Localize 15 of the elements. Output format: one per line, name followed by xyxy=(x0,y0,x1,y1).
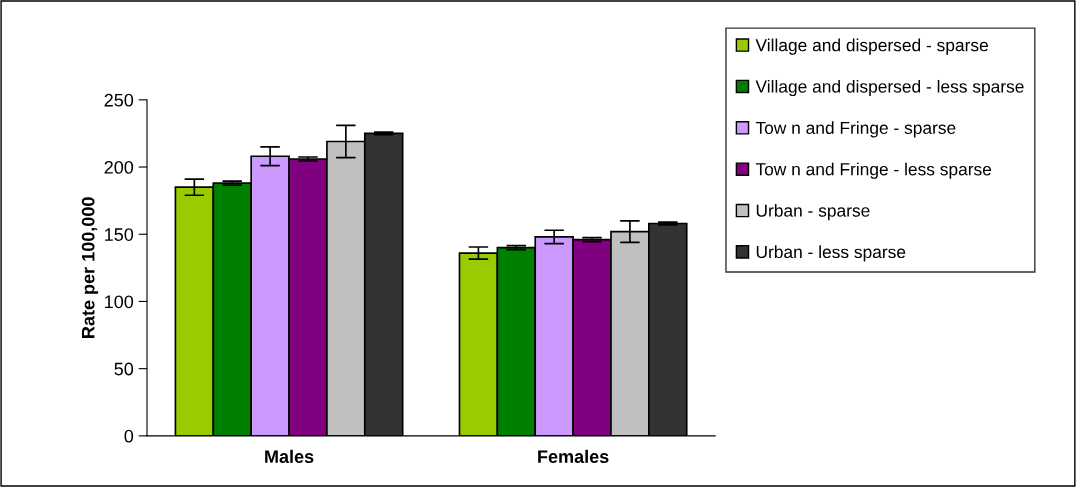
legend-label: Village and dispersed - sparse xyxy=(755,38,988,55)
legend-label: Urban - less sparse xyxy=(756,245,906,262)
legend-label: Tow n and Fringe - sparse xyxy=(755,121,956,138)
y-tick-label: 100 xyxy=(105,295,134,309)
x-tick-label: Females xyxy=(538,449,609,464)
legend-label: Tow n and Fringe - less sparse xyxy=(755,162,992,179)
x-tick-label: Males xyxy=(265,449,314,464)
y-axis-title: Rate per 100,000 xyxy=(81,197,99,338)
y-tick-label: 200 xyxy=(104,160,134,174)
legend-label: Urban - sparse xyxy=(756,204,870,221)
y-tick-label: 0 xyxy=(124,429,134,443)
y-tick-label: 50 xyxy=(114,362,134,376)
legend-label: Village and dispersed - less sparse xyxy=(755,79,1024,97)
y-tick-label: 150 xyxy=(105,228,134,241)
y-tick-label: 250 xyxy=(104,93,134,107)
